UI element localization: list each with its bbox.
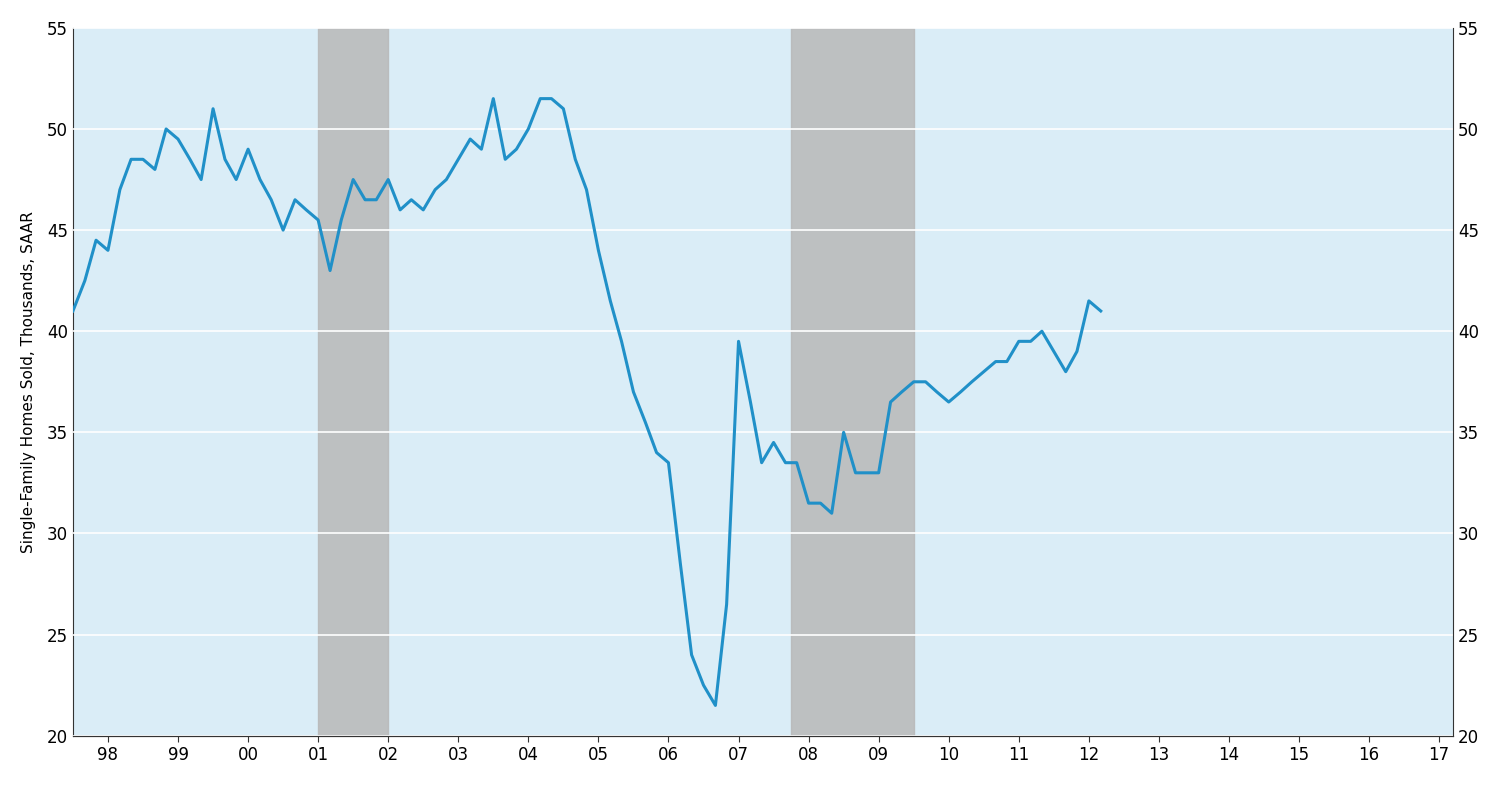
Bar [318, 27, 388, 736]
Bar [790, 27, 914, 736]
Y-axis label: Single-Family Homes Sold, Thousands, SAAR: Single-Family Homes Sold, Thousands, SAA… [21, 211, 36, 553]
